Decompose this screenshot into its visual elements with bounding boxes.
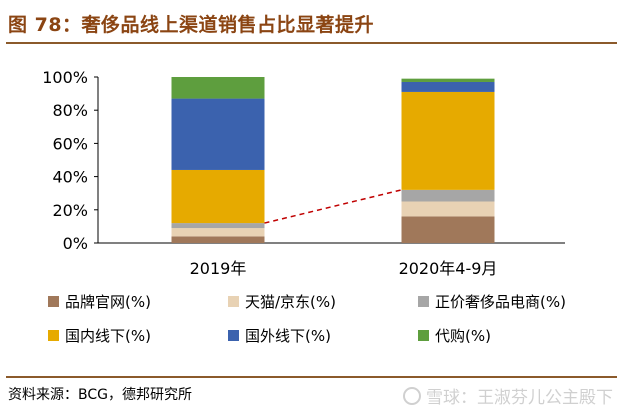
trend-line [264,189,402,224]
legend-label: 国外线下(%) [245,327,331,345]
y-tick-label: 0% [63,234,88,253]
legend-item: 正价奢侈品电商(%) [418,291,566,312]
legend-item: 代购(%) [418,325,491,346]
bar-segment [401,216,495,243]
top-rule [6,42,617,44]
legend-swatch [48,330,59,341]
figure-title: 图 78：奢侈品线上渠道销售占比显著提升 [8,14,375,36]
x-tick-label: 2020年4-9月 [399,259,498,278]
bar-segment [401,201,495,217]
bar-segment [401,91,495,190]
legend-label: 正价奢侈品电商(%) [435,293,566,311]
legend-label: 品牌官网(%) [65,293,151,311]
bar-segment [401,81,495,92]
x-tick-label: 2019年 [190,259,247,278]
watermark: 雪球：王淑芬儿公主殿下 [403,383,613,408]
bar-segment [171,169,265,224]
y-tick-label: 60% [52,134,88,153]
legend-swatch [418,330,429,341]
legend-swatch [48,296,59,307]
watermark-text: 雪球：王淑芬儿公主殿下 [426,388,613,408]
bar-segment [171,228,265,237]
legend-swatch [418,296,429,307]
legend-label: 代购(%) [435,327,491,345]
legend-swatch [228,296,239,307]
bar-segment [171,77,265,99]
snowball-logo-icon [403,386,421,405]
bar-segment [171,236,265,243]
y-tick-label: 80% [52,101,88,120]
source-note: 资料来源：BCG，德邦研究所 [8,387,192,403]
legend-label: 天猫/京东(%) [245,293,337,311]
legend-item: 国内线下(%) [48,325,151,346]
stacked-bar-chart: 0% 20% 40% 60% 80% 100% 2019年 2020年4-9月 [42,68,565,278]
y-tick-label: 20% [52,201,88,220]
legend-label: 国内线下(%) [65,327,151,345]
legend-swatch [228,330,239,341]
legend-item: 天猫/京东(%) [228,291,336,312]
bar-segment [171,98,265,170]
bottom-rule [6,376,617,378]
y-tick-label: 100% [42,68,88,87]
legend-item: 国外线下(%) [228,325,331,346]
y-tick-label: 40% [52,168,88,187]
bar-segment [401,189,495,202]
bar-segment [401,78,495,82]
bar-segment [171,223,265,229]
legend-item: 品牌官网(%) [48,291,151,312]
